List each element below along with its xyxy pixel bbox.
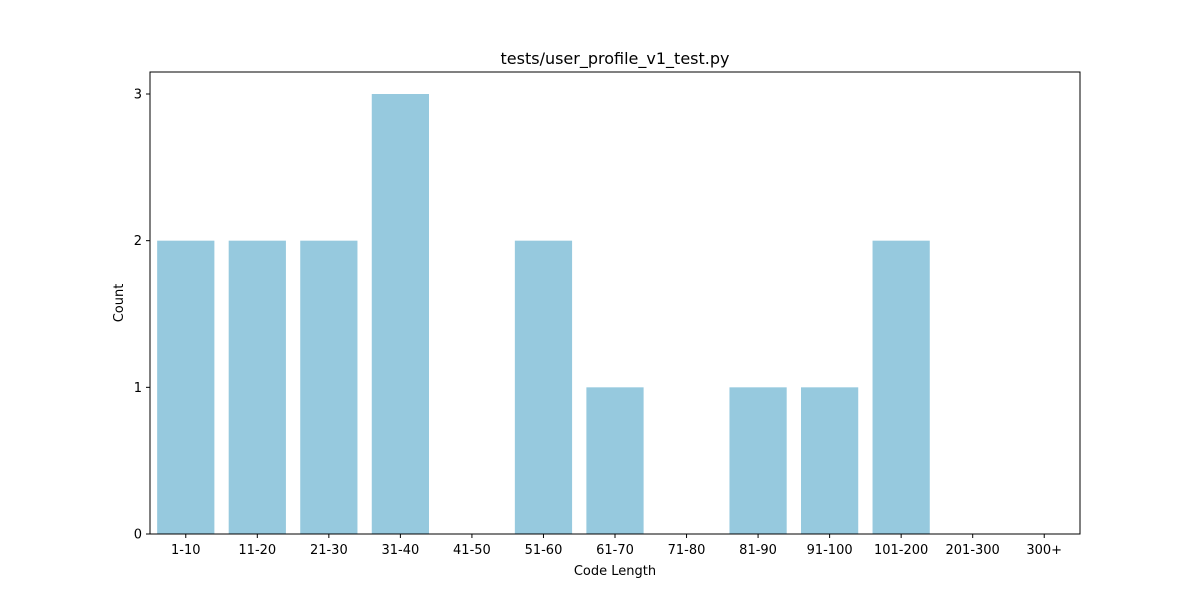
y-tick-label: 3 (134, 88, 142, 103)
plot-frame (149, 71, 1081, 535)
x-tick-label: 201-300 (946, 543, 1000, 558)
bar (228, 240, 286, 535)
bar (300, 240, 358, 535)
x-tick-label: 31-40 (381, 543, 419, 558)
y-tick-label: 1 (134, 381, 142, 396)
x-tick-label: 1-10 (171, 543, 201, 558)
x-tick-label: 91-100 (807, 543, 853, 558)
y-tick-label: 0 (134, 528, 142, 543)
bar (514, 240, 573, 535)
y-ticks-group: 0 1 2 3 (134, 88, 150, 543)
bar (157, 240, 215, 535)
x-tick-label: 11-20 (238, 543, 276, 558)
x-tick-label: 71-80 (668, 543, 706, 558)
y-axis-label: Count (112, 284, 127, 323)
x-tick-label: 81-90 (739, 543, 777, 558)
bar (872, 240, 930, 535)
y-tick-label: 2 (134, 234, 142, 249)
bar (371, 94, 429, 534)
x-tick-label: 300+ (1026, 543, 1062, 558)
x-tick-label: 101-200 (874, 543, 928, 558)
x-axis-label: Code Length (574, 564, 656, 579)
x-tick-label: 51-60 (525, 543, 563, 558)
x-tick-label: 21-30 (310, 543, 348, 558)
chart-title: tests/user_profile_v1_test.py (501, 49, 730, 69)
x-tick-label: 61-70 (596, 543, 634, 558)
x-ticks-group: 1-10 11-20 21-30 31-40 41-50 51-60 61-70 71-80 8… (171, 534, 1062, 558)
x-tick-label: 41-50 (453, 543, 491, 558)
bar (801, 387, 859, 534)
bar (729, 387, 787, 534)
bar (586, 387, 644, 534)
bars-group (157, 94, 930, 535)
